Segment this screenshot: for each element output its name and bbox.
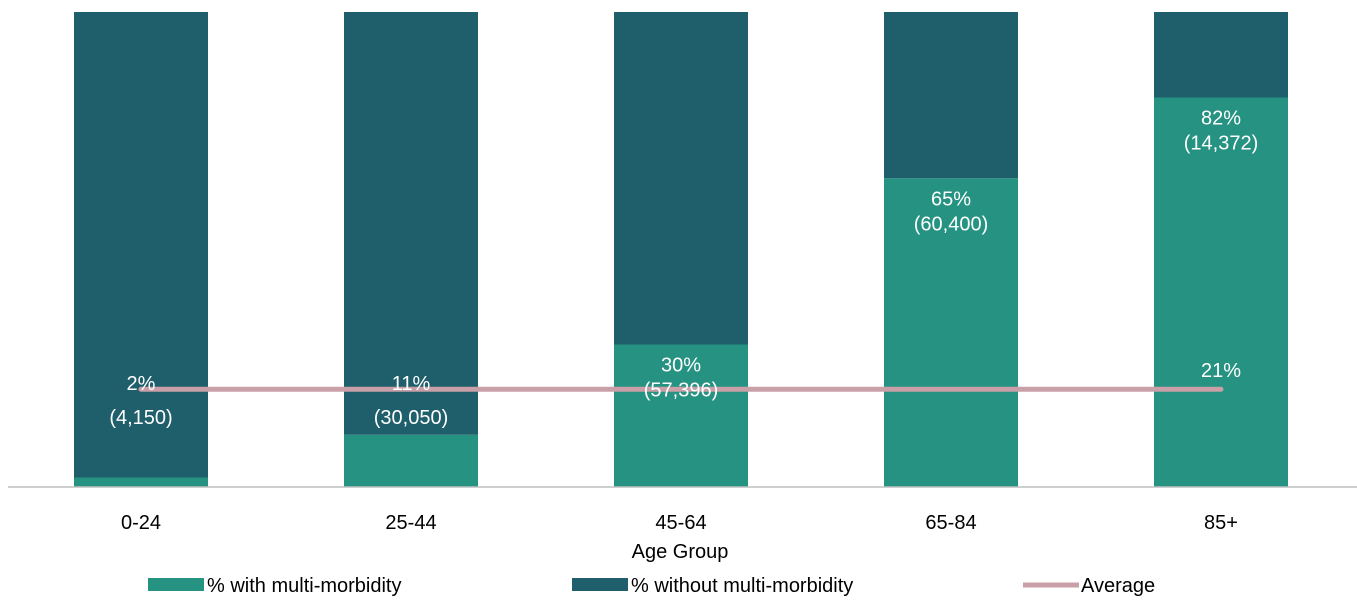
average-label: 21% bbox=[1201, 360, 1241, 382]
data-label-percent-85: 82% bbox=[1201, 108, 1241, 130]
legend-label-average: Average bbox=[1081, 575, 1155, 597]
x-tick-labels: 0-24 25-44 45-64 65-84 85+ bbox=[121, 512, 1238, 534]
data-label-percent-25-44: 11% bbox=[392, 373, 431, 395]
bar-with-multimorbidity-0-24 bbox=[74, 477, 208, 487]
legend-swatch-with-multimorbidity bbox=[148, 578, 204, 591]
legend-swatch-without-multimorbidity bbox=[572, 578, 628, 591]
legend-label-without-multimorbidity: % without multi-morbidity bbox=[631, 575, 853, 597]
legend-item-with-multimorbidity: % with multi-morbidity bbox=[148, 575, 401, 597]
legend: % with multi-morbidity % without multi-m… bbox=[148, 575, 1155, 597]
legend-label-with-multimorbidity: % with multi-morbidity bbox=[207, 575, 401, 597]
data-label-percent-0-24: 2% bbox=[127, 373, 156, 395]
legend-item-average: Average bbox=[1023, 575, 1155, 597]
x-tick-label-45-64: 45-64 bbox=[655, 512, 706, 534]
data-label-percent-45-64: 30% bbox=[661, 355, 701, 377]
bar-with-multimorbidity-45-64 bbox=[614, 344, 748, 487]
x-tick-label-0-24: 0-24 bbox=[121, 512, 161, 534]
data-label-count-85: (14,372) bbox=[1184, 133, 1259, 155]
x-tick-label-25-44: 25-44 bbox=[385, 512, 436, 534]
bar-without-multimorbidity-65-84 bbox=[884, 12, 1018, 179]
data-label-percent-65-84: 65% bbox=[931, 188, 971, 210]
x-tick-label-65-84: 65-84 bbox=[925, 512, 976, 534]
bar-with-multimorbidity-85 bbox=[1154, 97, 1288, 487]
bar-with-multimorbidity-25-44 bbox=[344, 434, 478, 487]
x-axis-title: Age Group bbox=[632, 541, 729, 563]
data-label-count-0-24: (4,150) bbox=[109, 407, 172, 429]
data-label-count-45-64: (57,396) bbox=[644, 380, 719, 402]
bar-with-multimorbidity-65-84 bbox=[884, 178, 1018, 487]
bar-without-multimorbidity-45-64 bbox=[614, 12, 748, 345]
bar-without-multimorbidity-25-44 bbox=[344, 12, 478, 435]
x-tick-label-85: 85+ bbox=[1204, 512, 1238, 534]
bars-layer bbox=[74, 12, 1288, 487]
data-labels-layer: 2% (4,150) 11% (30,050) 30% (57,396) 65% (60,40… bbox=[109, 108, 1258, 430]
bar-without-multimorbidity-85 bbox=[1154, 12, 1288, 98]
data-label-count-25-44: (30,050) bbox=[374, 407, 449, 429]
data-label-count-65-84: (60,400) bbox=[914, 213, 989, 235]
legend-item-without-multimorbidity: % without multi-morbidity bbox=[572, 575, 853, 597]
bar-without-multimorbidity-0-24 bbox=[74, 12, 208, 478]
